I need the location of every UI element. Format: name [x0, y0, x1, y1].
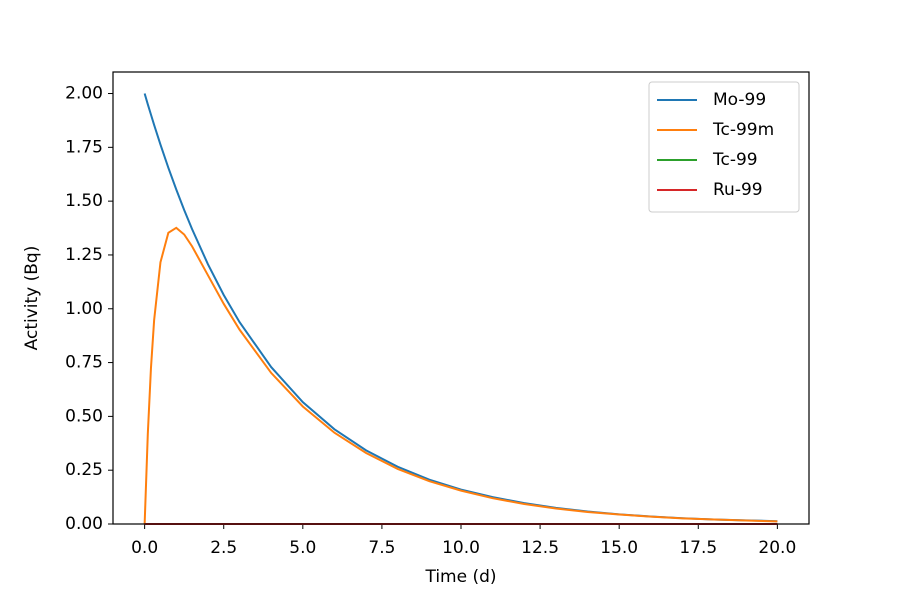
y-tick-label: 0.25 [65, 460, 103, 480]
y-tick-label: 0.00 [65, 514, 103, 534]
y-tick-label: 2.00 [65, 84, 103, 104]
x-tick-label: 12.5 [521, 538, 559, 558]
legend-label: Ru-99 [713, 180, 763, 200]
y-tick-label: 1.00 [65, 299, 103, 319]
x-tick-label: 0.0 [131, 538, 158, 558]
legend-box [648, 81, 800, 213]
x-tick-label: 5.0 [289, 538, 316, 558]
x-tick-label: 10.0 [442, 538, 480, 558]
y-tick-label: 1.25 [65, 245, 103, 265]
legend-label: Tc-99m [712, 120, 774, 140]
x-tick-label: 20.0 [758, 538, 796, 558]
y-axis-label: Activity (Bq) [22, 246, 42, 351]
x-axis-label: Time (d) [424, 567, 496, 587]
x-tick-label: 17.5 [679, 538, 717, 558]
y-tick-label: 1.75 [65, 137, 103, 157]
legend-label: Mo-99 [713, 90, 766, 110]
x-tick-label: 7.5 [368, 538, 395, 558]
legend-label: Tc-99 [712, 150, 758, 170]
y-tick-label: 0.50 [65, 406, 103, 426]
plot-frame [112, 71, 810, 525]
y-tick-label: 1.50 [65, 191, 103, 211]
x-tick-label: 15.0 [600, 538, 638, 558]
y-tick-label: 0.75 [65, 353, 103, 373]
x-tick-label: 2.5 [210, 538, 237, 558]
series-line [143, 226, 778, 525]
